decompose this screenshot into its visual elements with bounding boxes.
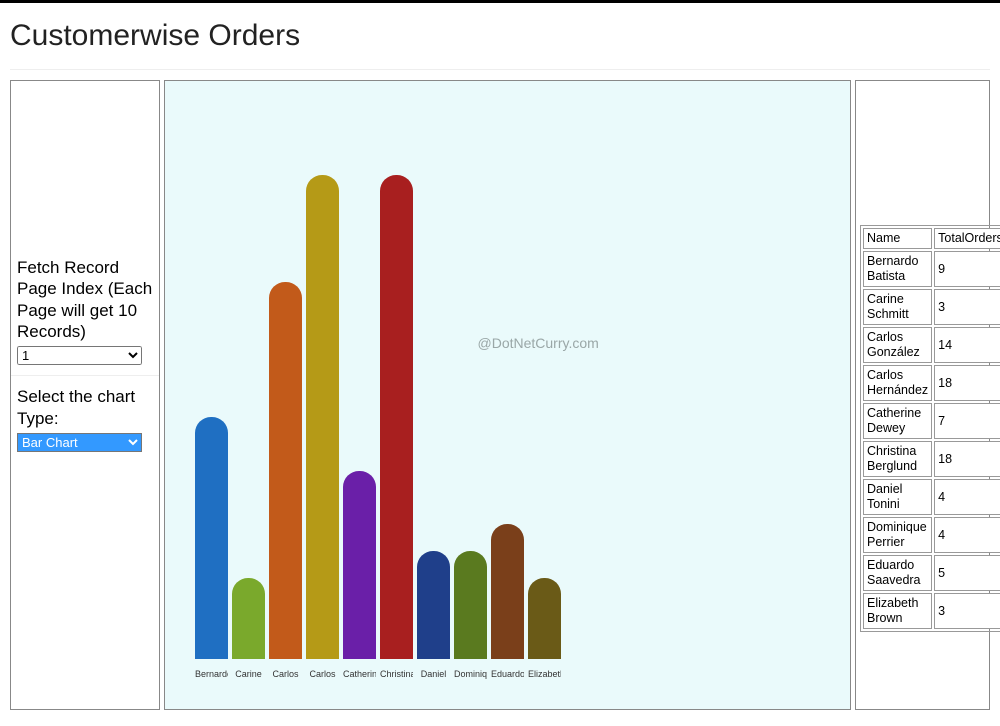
chart-bar <box>306 175 339 660</box>
table-row: Carlos González14 <box>863 327 1000 363</box>
cell-total: 7 <box>934 403 1000 439</box>
divider <box>10 69 990 70</box>
table-row: Eduardo Saavedra5 <box>863 555 1000 591</box>
cell-total: 4 <box>934 517 1000 553</box>
fetch-label: Fetch Record Page Index (Each Page will … <box>17 257 153 342</box>
chart-bar <box>232 578 265 659</box>
cell-total: 18 <box>934 365 1000 401</box>
cell-total: 18 <box>934 441 1000 477</box>
chart-type-label: Select the chart Type: <box>17 386 153 429</box>
main-layout: Fetch Record Page Index (Each Page will … <box>10 80 990 710</box>
table-row: Christina Berglund18 <box>863 441 1000 477</box>
chart-bar <box>528 578 561 659</box>
cell-total: 3 <box>934 289 1000 325</box>
chart-xlabel: Eduardo <box>491 669 524 679</box>
table-row: Carine Schmitt3 <box>863 289 1000 325</box>
cell-total: 3 <box>934 593 1000 629</box>
chart-xlabel: Daniel <box>417 669 450 679</box>
cell-name: Dominique Perrier <box>863 517 932 553</box>
chart-type-select[interactable]: Bar Chart <box>17 433 142 452</box>
chart-bar <box>454 551 487 659</box>
table-row: Daniel Tonini4 <box>863 479 1000 515</box>
chart-xlabel: Carlos <box>269 669 302 679</box>
orders-table: Name TotalOrders Bernardo Batista9Carine… <box>860 225 1000 632</box>
chart-xlabel: Dominique <box>454 669 487 679</box>
page-title: Customerwise Orders <box>10 19 990 53</box>
chart-bar <box>491 524 524 659</box>
chart-area <box>195 91 820 659</box>
divider <box>11 375 159 376</box>
cell-total: 4 <box>934 479 1000 515</box>
chart-panel: @DotNetCurry.com BernardoCarineCarlosCar… <box>164 80 851 710</box>
cell-name: Catherine Dewey <box>863 403 932 439</box>
cell-total: 14 <box>934 327 1000 363</box>
chart-bar <box>269 282 302 659</box>
page-index-select[interactable]: 1 <box>17 346 142 365</box>
chart-bar <box>380 175 413 660</box>
chart-xlabel: Carlos <box>306 669 339 679</box>
table-header-row: Name TotalOrders <box>863 228 1000 249</box>
table-row: Carlos Hernández18 <box>863 365 1000 401</box>
controls-panel: Fetch Record Page Index (Each Page will … <box>10 80 160 710</box>
chart-xlabel: Catherine <box>343 669 376 679</box>
cell-total: 5 <box>934 555 1000 591</box>
table-row: Dominique Perrier4 <box>863 517 1000 553</box>
cell-name: Elizabeth Brown <box>863 593 932 629</box>
table-row: Elizabeth Brown3 <box>863 593 1000 629</box>
chart-bar <box>195 417 228 659</box>
cell-name: Carine Schmitt <box>863 289 932 325</box>
data-panel: Name TotalOrders Bernardo Batista9Carine… <box>855 80 990 710</box>
table-row: Catherine Dewey7 <box>863 403 1000 439</box>
cell-total: 9 <box>934 251 1000 287</box>
cell-name: Carlos Hernández <box>863 365 932 401</box>
cell-name: Christina Berglund <box>863 441 932 477</box>
col-name: Name <box>863 228 932 249</box>
cell-name: Bernardo Batista <box>863 251 932 287</box>
chart-xlabel: Bernardo <box>195 669 228 679</box>
chart-xlabel: Carine <box>232 669 265 679</box>
chart-bar <box>417 551 450 659</box>
cell-name: Eduardo Saavedra <box>863 555 932 591</box>
cell-name: Daniel Tonini <box>863 479 932 515</box>
chart-bar <box>343 471 376 659</box>
table-row: Bernardo Batista9 <box>863 251 1000 287</box>
cell-name: Carlos González <box>863 327 932 363</box>
chart-xlabel: Elizabeth <box>528 669 561 679</box>
col-total: TotalOrders <box>934 228 1000 249</box>
chart-xlabel: Christina <box>380 669 413 679</box>
